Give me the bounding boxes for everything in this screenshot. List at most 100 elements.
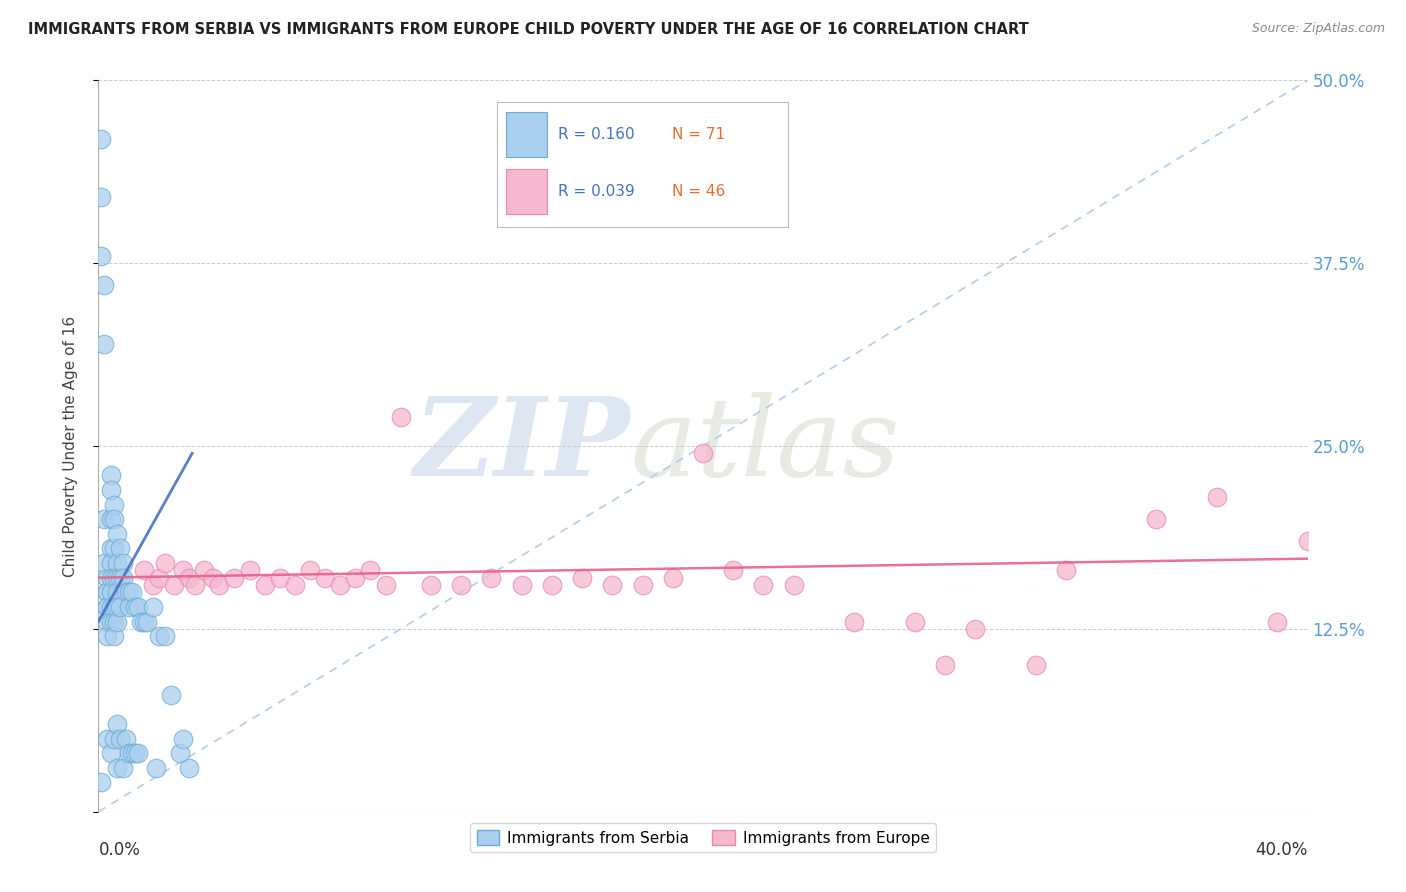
Immigrants from Serbia [135, 615, 157, 629]
Immigrants from Serbia [111, 556, 134, 570]
Immigrants from Serbia [105, 571, 128, 585]
Immigrants from Serbia [108, 541, 131, 556]
Immigrants from Serbia [90, 132, 112, 146]
Immigrants from Serbia [124, 746, 146, 760]
Immigrants from Europe [783, 578, 806, 592]
Immigrants from Europe [284, 578, 307, 592]
Immigrants from Europe [450, 578, 472, 592]
Text: 40.0%: 40.0% [1256, 841, 1308, 859]
Immigrants from Serbia [100, 512, 122, 526]
Immigrants from Serbia [103, 541, 125, 556]
Immigrants from Serbia [100, 468, 122, 483]
Immigrants from Europe [1296, 534, 1319, 549]
Immigrants from Europe [142, 578, 165, 592]
Immigrants from Serbia [179, 761, 201, 775]
Immigrants from Serbia [100, 746, 122, 760]
Immigrants from Europe [208, 578, 231, 592]
Immigrants from Europe [269, 571, 291, 585]
Immigrants from Europe [1206, 490, 1229, 504]
Immigrants from Serbia [96, 599, 118, 614]
Immigrants from Serbia [108, 731, 131, 746]
Immigrants from Serbia [103, 731, 125, 746]
Immigrants from Europe [602, 578, 624, 592]
Immigrants from Europe [374, 578, 396, 592]
Immigrants from Serbia [105, 761, 128, 775]
Immigrants from Serbia [96, 615, 118, 629]
Immigrants from Serbia [132, 615, 155, 629]
Immigrants from Serbia [100, 541, 122, 556]
Immigrants from Europe [172, 563, 194, 577]
Immigrants from Serbia [100, 571, 122, 585]
Immigrants from Serbia [96, 585, 118, 599]
Immigrants from Serbia [111, 571, 134, 585]
Immigrants from Serbia [103, 615, 125, 629]
Immigrants from Serbia [108, 599, 131, 614]
Immigrants from Serbia [100, 599, 122, 614]
Immigrants from Serbia [90, 190, 112, 204]
Immigrants from Serbia [100, 556, 122, 570]
Text: IMMIGRANTS FROM SERBIA VS IMMIGRANTS FROM EUROPE CHILD POVERTY UNDER THE AGE OF : IMMIGRANTS FROM SERBIA VS IMMIGRANTS FRO… [28, 22, 1029, 37]
Immigrants from Europe [389, 409, 412, 424]
Immigrants from Serbia [121, 746, 143, 760]
Immigrants from Serbia [96, 629, 118, 643]
Immigrants from Serbia [105, 585, 128, 599]
Immigrants from Serbia [103, 629, 125, 643]
Immigrants from Europe [329, 578, 352, 592]
Text: 0.0%: 0.0% [98, 841, 141, 859]
Immigrants from Europe [661, 571, 683, 585]
Immigrants from Europe [571, 571, 593, 585]
Y-axis label: Child Poverty Under the Age of 16: Child Poverty Under the Age of 16 [63, 316, 77, 576]
Immigrants from Europe [148, 571, 170, 585]
Immigrants from Serbia [100, 483, 122, 497]
Immigrants from Serbia [118, 746, 141, 760]
Immigrants from Serbia [93, 556, 115, 570]
Immigrants from Europe [481, 571, 503, 585]
Immigrants from Europe [224, 571, 246, 585]
Immigrants from Europe [360, 563, 382, 577]
Immigrants from Europe [179, 571, 201, 585]
Immigrants from Serbia [103, 599, 125, 614]
Immigrants from Europe [314, 571, 336, 585]
Immigrants from Europe [540, 578, 562, 592]
Immigrants from Serbia [93, 336, 115, 351]
Immigrants from Europe [202, 571, 225, 585]
Immigrants from Europe [904, 615, 927, 629]
Immigrants from Serbia [142, 599, 165, 614]
Immigrants from Europe [510, 578, 533, 592]
Immigrants from Europe [1024, 658, 1046, 673]
Immigrants from Serbia [93, 512, 115, 526]
Immigrants from Europe [253, 578, 276, 592]
Immigrants from Serbia [169, 746, 191, 760]
Immigrants from Serbia [90, 775, 112, 789]
Immigrants from Serbia [108, 571, 131, 585]
Immigrants from Serbia [148, 629, 170, 643]
Immigrants from Serbia [172, 731, 194, 746]
Text: atlas: atlas [630, 392, 900, 500]
Immigrants from Europe [132, 563, 155, 577]
Immigrants from Serbia [96, 731, 118, 746]
Immigrants from Europe [752, 578, 775, 592]
Immigrants from Europe [1267, 615, 1289, 629]
Immigrants from Europe [153, 556, 176, 570]
Immigrants from Europe [844, 615, 866, 629]
Immigrants from Europe [239, 563, 262, 577]
Immigrants from Serbia [103, 571, 125, 585]
Immigrants from Europe [631, 578, 654, 592]
Immigrants from Serbia [118, 599, 141, 614]
Immigrants from Serbia [103, 498, 125, 512]
Immigrants from Serbia [96, 585, 118, 599]
Immigrants from Europe [184, 578, 207, 592]
Immigrants from Europe [344, 571, 367, 585]
Immigrants from Europe [1144, 512, 1167, 526]
Immigrants from Europe [299, 563, 322, 577]
Immigrants from Serbia [105, 599, 128, 614]
Immigrants from Serbia [114, 585, 136, 599]
Immigrants from Europe [723, 563, 745, 577]
Immigrants from Serbia [93, 278, 115, 293]
Immigrants from Europe [965, 622, 987, 636]
Immigrants from Serbia [118, 585, 141, 599]
Immigrants from Serbia [114, 731, 136, 746]
Immigrants from Europe [934, 658, 956, 673]
Immigrants from Serbia [127, 599, 149, 614]
Immigrants from Serbia [90, 249, 112, 263]
